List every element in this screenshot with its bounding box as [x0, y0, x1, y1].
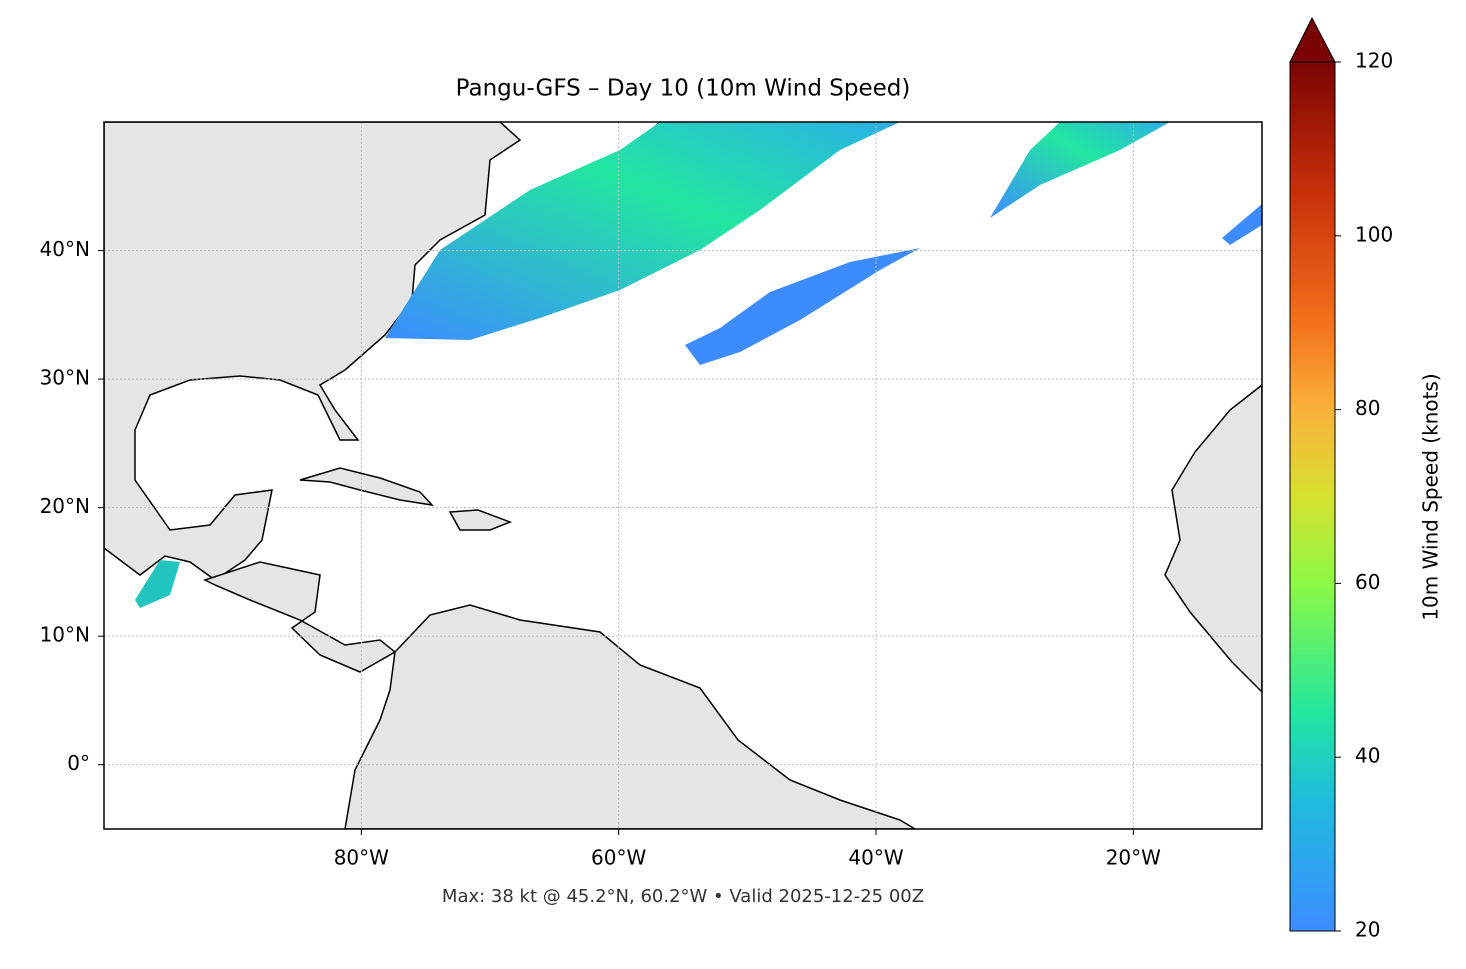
south-america	[344, 604, 917, 829]
y-tick-label: 10°N	[40, 623, 90, 647]
hispaniola	[448, 509, 513, 531]
x-tick-label: 60°W	[591, 846, 646, 870]
colorbar	[1289, 61, 1336, 932]
title: Pangu-GFS – Day 10 (10m Wind Speed)	[456, 76, 911, 102]
wind-swath	[990, 122, 1170, 218]
wind-swath	[1222, 204, 1262, 245]
x-tick-label: 20°W	[1106, 846, 1161, 870]
cuba	[299, 467, 435, 507]
colorbar-tick-label: 40	[1355, 744, 1380, 768]
x-tick-label: 40°W	[848, 846, 903, 870]
map	[104, 122, 1262, 829]
y-tick-label: 30°N	[40, 366, 90, 390]
caption: Max: 38 kt @ 45.2°N, 60.2°W • Valid 2025…	[442, 886, 924, 907]
colorbar-label: 10m Wind Speed (knots)	[1419, 373, 1443, 620]
africa	[1164, 384, 1262, 694]
x-tick-label: 80°W	[334, 846, 389, 870]
y-tick-label: 40°N	[40, 237, 90, 261]
wind-swath	[135, 560, 180, 608]
colorbar-tick-label: 100	[1355, 222, 1393, 246]
central-america	[203, 561, 397, 673]
wind-swath	[385, 122, 900, 340]
colorbar-tick-label: 120	[1355, 49, 1393, 73]
wind-swath	[685, 248, 920, 365]
map-frame	[103, 121, 1263, 830]
colorbar-tick-label: 20	[1355, 918, 1380, 942]
y-tick-label: 20°N	[40, 494, 90, 518]
colorbar-tick-label: 80	[1355, 396, 1380, 420]
y-tick-label: 0°	[67, 751, 90, 775]
colorbar-tick-label: 60	[1355, 570, 1380, 594]
colorbar-extend	[1289, 16, 1336, 63]
